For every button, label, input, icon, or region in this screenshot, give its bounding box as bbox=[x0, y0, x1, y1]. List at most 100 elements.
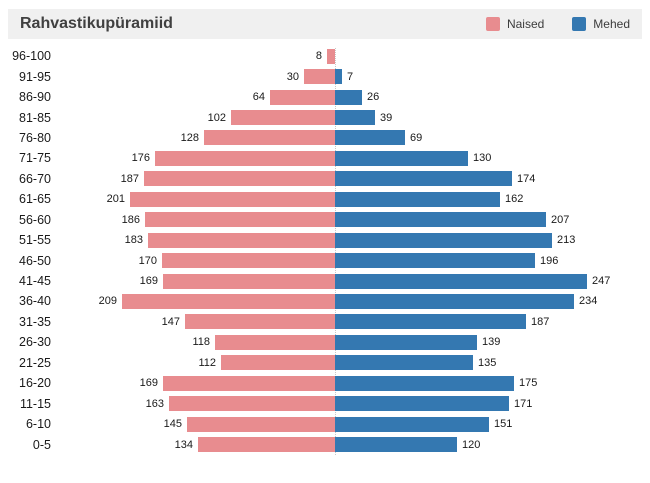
mehed-half: 139 bbox=[335, 334, 650, 350]
mehed-bar[interactable] bbox=[335, 191, 500, 207]
pyramid-row: 11-15 163 171 bbox=[0, 393, 650, 413]
naised-bar[interactable] bbox=[155, 150, 335, 166]
naised-value-label: 8 bbox=[315, 50, 322, 63]
naised-bar[interactable] bbox=[185, 314, 335, 330]
pyramid-row: 16-20 169 175 bbox=[0, 373, 650, 393]
mehed-bar[interactable] bbox=[335, 253, 535, 269]
naised-value-label: 147 bbox=[161, 315, 180, 328]
mehed-bar[interactable] bbox=[335, 150, 468, 166]
mehed-bar[interactable] bbox=[335, 273, 587, 289]
mehed-value-label: 39 bbox=[380, 111, 393, 124]
naised-half: 163 bbox=[60, 396, 335, 412]
naised-value-label: 176 bbox=[131, 152, 150, 165]
mehed-bar[interactable] bbox=[335, 69, 342, 85]
mehed-bar[interactable] bbox=[335, 396, 509, 412]
mehed-half: 69 bbox=[335, 130, 650, 146]
mehed-half: 135 bbox=[335, 355, 650, 371]
naised-bar[interactable] bbox=[169, 396, 335, 412]
chart-area: 96-100 8 91-95 30 7 86-90 64 26 81-85 102 39 76-80 1… bbox=[0, 46, 650, 458]
naised-value-label: 169 bbox=[139, 275, 158, 288]
mehed-bar[interactable] bbox=[335, 130, 405, 146]
mehed-half: 162 bbox=[335, 191, 650, 207]
age-group-label: 71-75 bbox=[19, 151, 51, 166]
naised-half: 169 bbox=[60, 375, 335, 391]
mehed-bar[interactable] bbox=[335, 110, 375, 126]
mehed-bar[interactable] bbox=[335, 375, 514, 391]
age-group-label: 96-100 bbox=[12, 49, 51, 64]
naised-half: 30 bbox=[60, 69, 335, 85]
mehed-half: 196 bbox=[335, 253, 650, 269]
naised-half: 147 bbox=[60, 314, 335, 330]
naised-value-label: 102 bbox=[207, 111, 226, 124]
legend-item-naised[interactable]: Naised bbox=[485, 17, 544, 31]
mehed-value-label: 187 bbox=[531, 315, 550, 328]
mehed-bar[interactable] bbox=[335, 334, 477, 350]
naised-half: 102 bbox=[60, 110, 335, 126]
mehed-half: 213 bbox=[335, 232, 650, 248]
naised-bar[interactable] bbox=[215, 334, 335, 350]
age-group-label: 56-60 bbox=[19, 212, 51, 227]
mehed-bar[interactable] bbox=[335, 89, 362, 105]
mehed-value-label: 171 bbox=[514, 397, 533, 410]
naised-half: 169 bbox=[60, 273, 335, 289]
mehed-value-label: 213 bbox=[557, 234, 576, 247]
naised-half: 170 bbox=[60, 253, 335, 269]
age-group-label: 41-45 bbox=[19, 274, 51, 289]
naised-half: 183 bbox=[60, 232, 335, 248]
naised-bar[interactable] bbox=[144, 171, 335, 187]
mehed-half: 247 bbox=[335, 273, 650, 289]
pyramid-row: 46-50 170 196 bbox=[0, 250, 650, 270]
mehed-value-label: 151 bbox=[494, 418, 513, 431]
naised-half: 118 bbox=[60, 334, 335, 350]
mehed-bar[interactable] bbox=[335, 355, 473, 371]
legend-item-mehed[interactable]: Mehed bbox=[572, 17, 630, 31]
naised-bar[interactable] bbox=[231, 110, 335, 126]
pyramid-row: 36-40 209 234 bbox=[0, 291, 650, 311]
naised-bar[interactable] bbox=[221, 355, 335, 371]
naised-value-label: 145 bbox=[163, 418, 182, 431]
naised-half: 134 bbox=[60, 437, 335, 453]
mehed-half: 26 bbox=[335, 89, 650, 105]
mehed-bar[interactable] bbox=[335, 171, 512, 187]
mehed-bar[interactable] bbox=[335, 437, 457, 453]
pyramid-row: 41-45 169 247 bbox=[0, 271, 650, 291]
mehed-bar[interactable] bbox=[335, 293, 574, 309]
naised-half: 64 bbox=[60, 89, 335, 105]
mehed-value-label: 26 bbox=[367, 91, 380, 104]
mehed-value-label: 247 bbox=[592, 275, 611, 288]
naised-bar[interactable] bbox=[163, 375, 335, 391]
naised-bar[interactable] bbox=[130, 191, 335, 207]
mehed-half: 234 bbox=[335, 293, 650, 309]
naised-bar[interactable] bbox=[145, 212, 335, 228]
age-group-label: 51-55 bbox=[19, 233, 51, 248]
age-group-label: 26-30 bbox=[19, 335, 51, 350]
naised-bar[interactable] bbox=[204, 130, 335, 146]
pyramid-row: 96-100 8 bbox=[0, 46, 650, 66]
age-group-label: 76-80 bbox=[19, 130, 51, 145]
mehed-value-label: 207 bbox=[551, 213, 570, 226]
age-group-label: 66-70 bbox=[19, 171, 51, 186]
naised-half: 209 bbox=[60, 293, 335, 309]
mehed-bar[interactable] bbox=[335, 212, 546, 228]
naised-bar[interactable] bbox=[304, 69, 335, 85]
age-group-label: 21-25 bbox=[19, 355, 51, 370]
naised-value-label: 134 bbox=[174, 438, 193, 451]
naised-bar[interactable] bbox=[187, 416, 335, 432]
naised-bar[interactable] bbox=[163, 273, 335, 289]
naised-value-label: 169 bbox=[139, 377, 158, 390]
naised-half: 8 bbox=[60, 48, 335, 64]
naised-bar[interactable] bbox=[270, 89, 335, 105]
naised-bar[interactable] bbox=[198, 437, 335, 453]
naised-value-label: 30 bbox=[286, 70, 299, 83]
naised-bar[interactable] bbox=[327, 48, 335, 64]
mehed-bar[interactable] bbox=[335, 314, 526, 330]
mehed-value-label: 69 bbox=[410, 131, 423, 144]
naised-bar[interactable] bbox=[162, 253, 335, 269]
mehed-value-label: 196 bbox=[540, 254, 559, 267]
naised-bar[interactable] bbox=[148, 232, 335, 248]
mehed-bar[interactable] bbox=[335, 416, 489, 432]
mehed-value-label: 234 bbox=[579, 295, 598, 308]
mehed-bar[interactable] bbox=[335, 232, 552, 248]
naised-bar[interactable] bbox=[122, 293, 335, 309]
